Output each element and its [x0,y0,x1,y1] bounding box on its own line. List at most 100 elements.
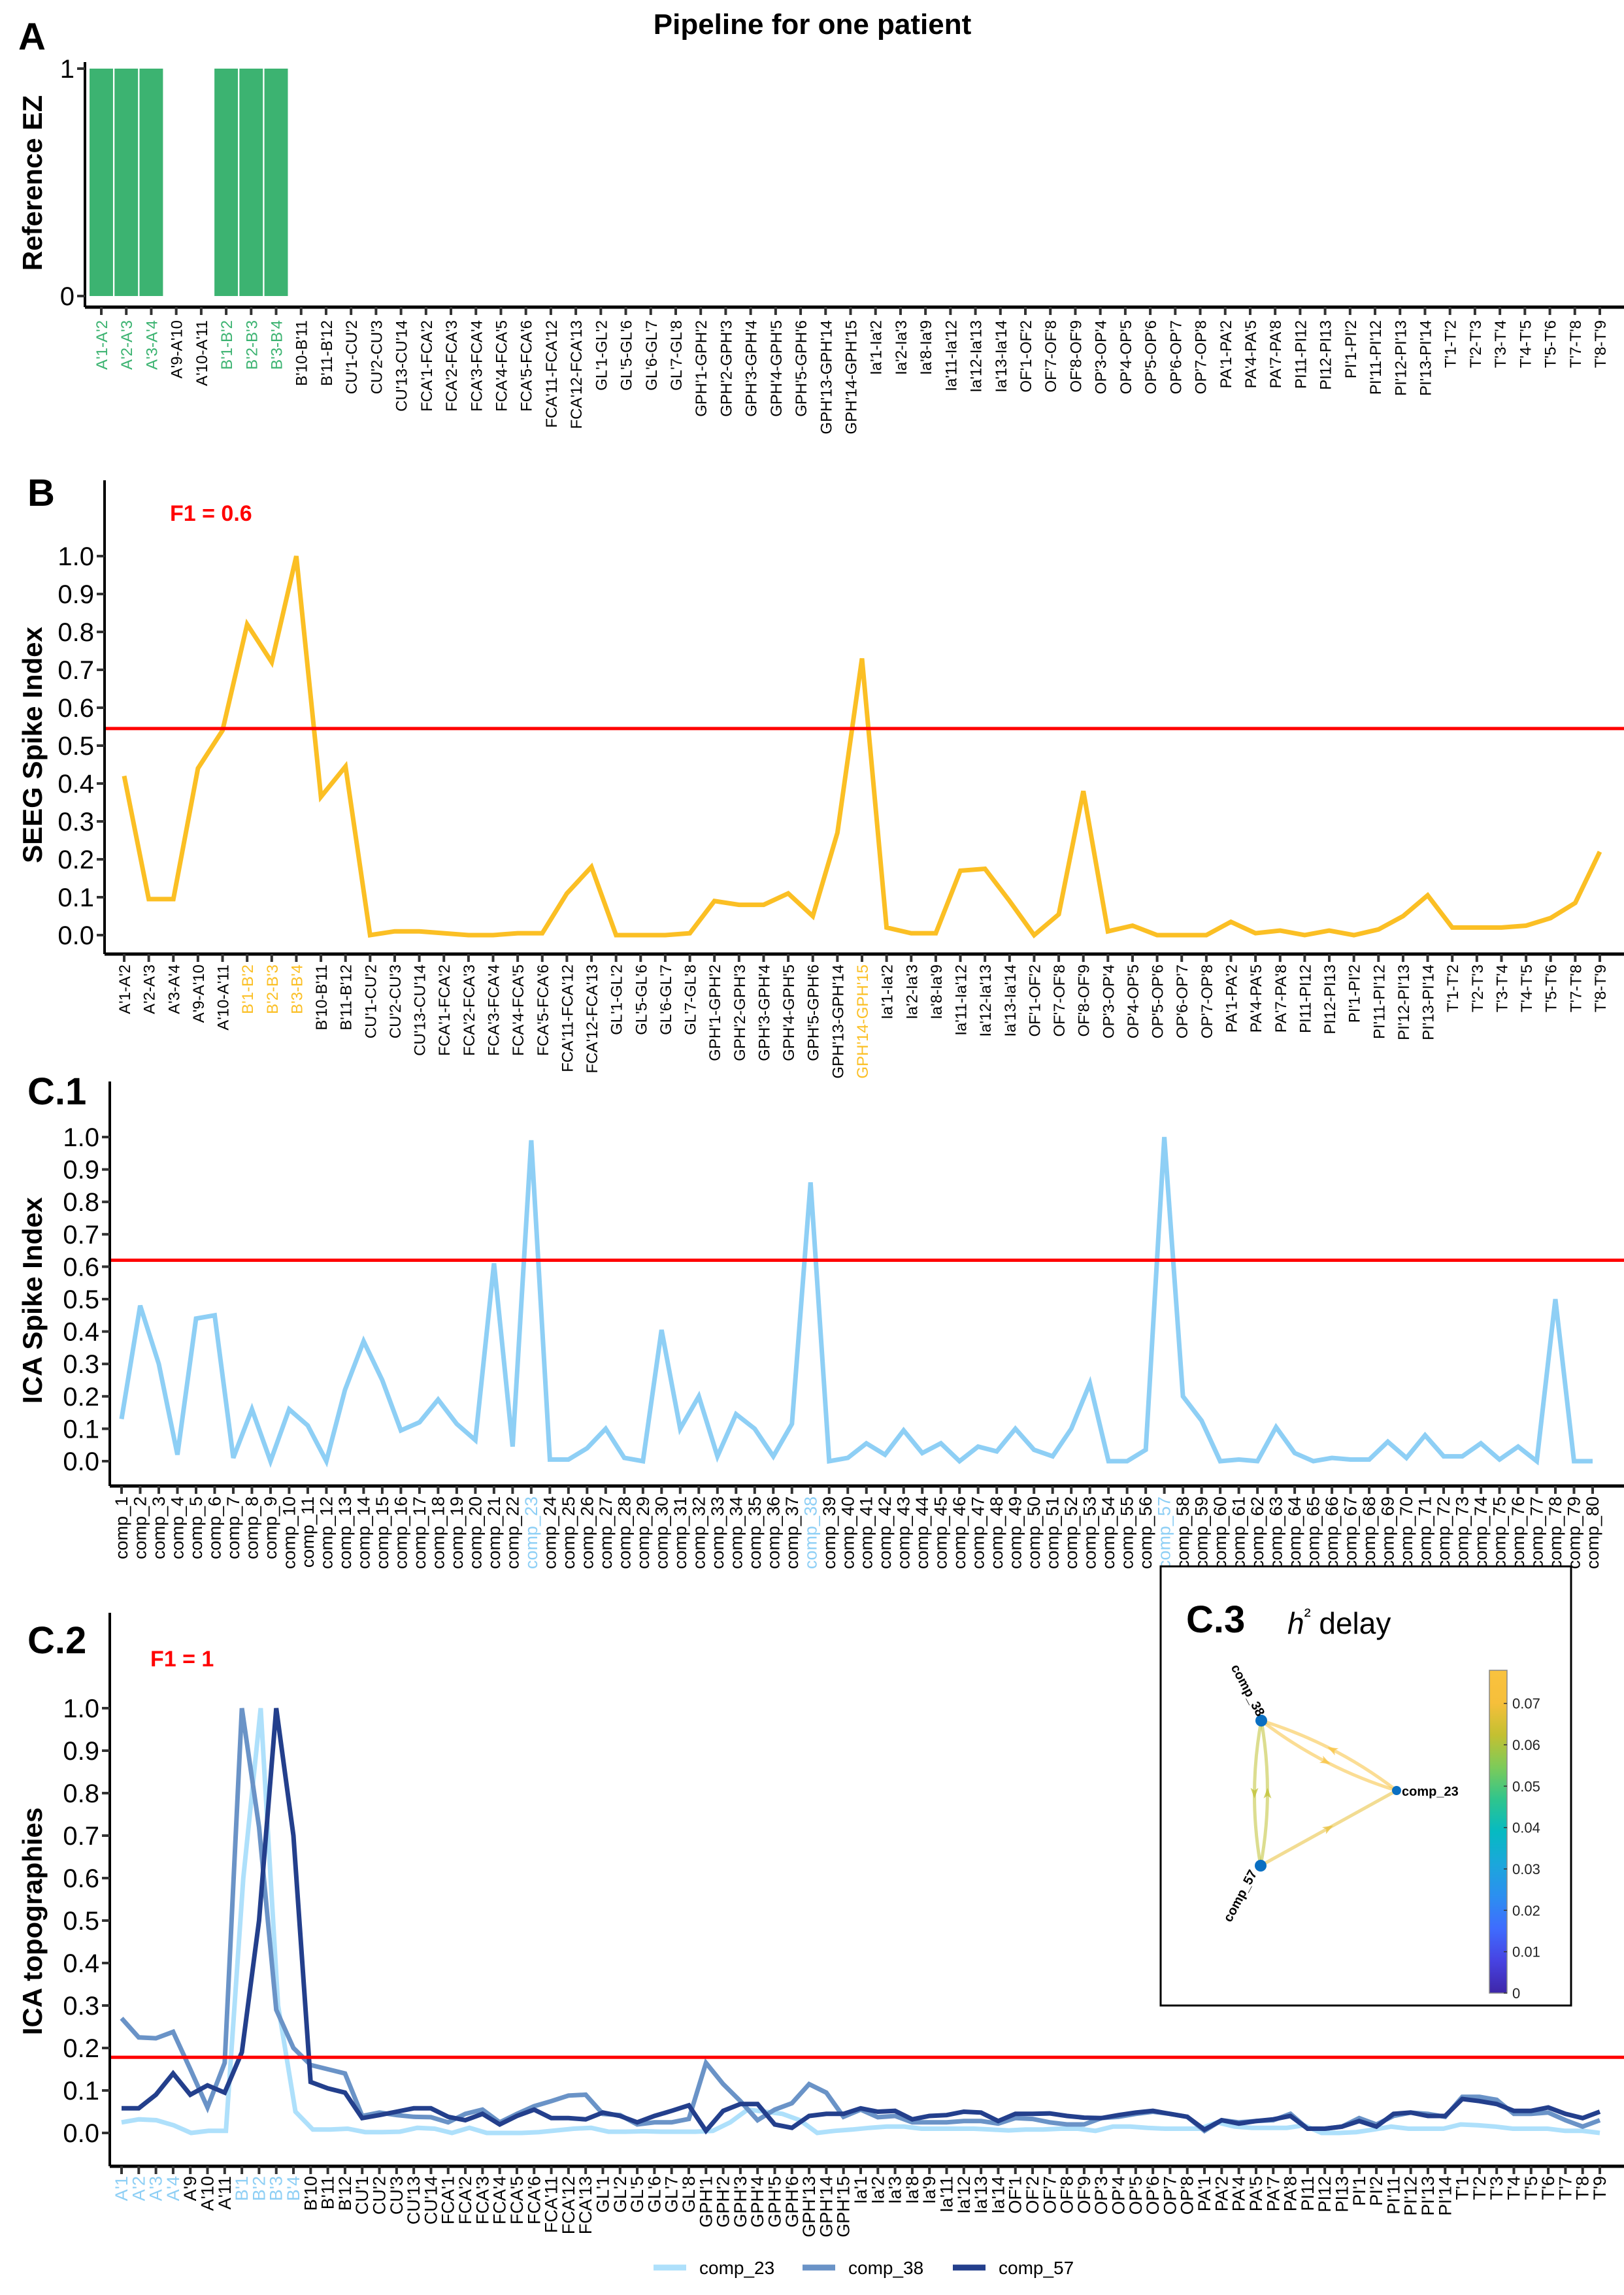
x-tick-label: FCA'11-FCA'12 [543,320,561,428]
x-tick-label: comp_17 [410,1496,429,1569]
x-tick-label: T'2-T'3 [1469,965,1487,1012]
x-tick-label: FCA'4 [490,2176,510,2224]
x-tick-label: comp_43 [894,1496,914,1569]
y-tick-label: 1.0 [63,1123,99,1152]
x-tick-label: PA'5 [1246,2176,1266,2211]
axes-b [97,480,1624,962]
x-tick-label: B'4 [284,2176,303,2201]
x-tick-label: GL'1 [593,2176,612,2213]
colorbar-tick-label: 0 [1512,1985,1520,2002]
x-tick-label: FCA'5-FCA'6 [535,965,552,1056]
x-tick-label: GL'6 [644,2176,664,2213]
x-tick-label: B'3 [267,2176,286,2201]
x-tick-label: FCA'3 [472,2176,492,2224]
y-tick-label: 0.9 [58,580,94,609]
y-axis-title-c2: ICA topographies [17,1808,48,2035]
x-tick-label: FCA'2-FCA'3 [461,965,478,1056]
x-tick-label: PI12-PI13 [1317,320,1335,390]
x-tick-label: OP'3-OP'4 [1100,965,1118,1038]
x-tick-label: PA'1-PA'2 [1223,965,1241,1032]
x-tick-label: T'3-T'4 [1493,965,1511,1012]
x-tick-label: Ia'8-Ia'9 [918,320,935,375]
x-tick-label: comp_40 [838,1496,857,1569]
x-tick-label: FCA'4-FCA'5 [510,965,527,1056]
x-tick-label: PI11-PI12 [1292,320,1310,389]
x-tick-label: A'1-A'2 [116,965,134,1014]
x-tick-label: OF'1 [1006,2176,1025,2214]
y-tick-label: 0.3 [63,1992,99,2021]
y-tick-label: 0.8 [58,618,94,647]
x-tick-label: comp_73 [1453,1496,1472,1569]
x-tick-label: FCA'5 [507,2176,527,2224]
x-tick-label: FCA'1-FCA'2 [418,320,436,412]
x-tick-label: comp_75 [1490,1496,1510,1569]
panel-b: B F1 = 0.6 SEEG Spike Index A'1-A'2 A'2-A… [17,472,1624,1079]
x-tick-label: comp_56 [1136,1496,1155,1569]
plot-c2 [111,1708,1624,2136]
edge-arrow-icon [1319,1755,1331,1764]
x-tick-label: GL'7-GL'8 [668,320,686,391]
x-tick-label: FCA'4-FCA'5 [493,320,510,412]
x-tick-label: comp_55 [1118,1496,1137,1569]
x-tick-label: T'1 [1453,2176,1472,2200]
x-tick-label: Ia'14 [988,2176,1008,2214]
x-tick-label: PI'12 [1401,2176,1421,2216]
y-tick-labels-b: 0.0 0.1 0.2 0.3 0.4 0.5 0.6 0.7 0.8 0.9 1.0 [58,542,94,950]
x-tick-label: GPH'15 [834,2176,853,2237]
x-tick-label: T'4-T'5 [1518,965,1536,1012]
legend-c2: comp_23 comp_38 comp_57 [654,2258,1074,2278]
x-tick-label: FCA'1-FCA'2 [436,965,454,1056]
y-tick-label: 0.7 [63,1822,99,1851]
panel-c1: C.1 ICA Spike Index comp_1comp_2comp_3co… [17,1070,1624,1569]
x-tick-label: OP'7-OP'8 [1193,320,1210,394]
x-tick-label: Ia'8 [903,2176,922,2204]
x-tick-label: B'3-B'4 [288,965,306,1014]
x-tick-label: comp_25 [559,1496,578,1569]
y-tick-label: 0.4 [63,1949,99,1978]
x-tick-label: A'9 [180,2176,200,2201]
x-tick-label: comp_13 [335,1496,355,1569]
colorbar-tick-label: 0.07 [1512,1696,1540,1712]
f1-score-b: F1 = 0.6 [170,501,252,526]
panel-label-c3: C.3 [1186,1598,1245,1641]
x-tick-label: comp_33 [708,1496,727,1569]
edge-arrow-icon [1327,1747,1339,1756]
x-tick-label: B'2-B'3 [264,965,282,1014]
x-tick-label: FCA'13 [576,2176,595,2234]
x-tick-label: comp_57 [1155,1496,1174,1569]
x-tick-label: A'3-A'4 [143,320,161,370]
y-tick-labels-a: 01 [60,55,75,311]
x-tick-label: B'10-B'11 [313,965,331,1031]
y-tick-label: 1 [60,55,75,84]
x-tick-label: FCA'3-FCA'4 [486,965,503,1056]
x-tick-label: PI13 [1332,2176,1351,2213]
x-tick-label: GL'2 [610,2176,630,2213]
y-tick-label: 0.9 [63,1737,99,1766]
y-tick-label: 0.0 [63,1447,99,1476]
bar [90,69,113,296]
x-tick-label: FCA'12-FCA'13 [584,965,601,1074]
x-tick-label: comp_78 [1546,1496,1565,1569]
x-tick-label: B'1-B'2 [239,965,257,1014]
x-tick-label: GPH'2 [714,2176,733,2228]
x-tick-label: T'7-T'8 [1567,965,1585,1012]
x-tick-label: GL'1-GL'2 [593,320,610,391]
x-tick-label: OP'5 [1126,2176,1146,2215]
x-tick-label: GPH'14-GPH'15 [843,320,861,435]
x-tick-label: T'4-T'5 [1517,320,1534,368]
x-tick-label: PA'7-PA'8 [1272,965,1290,1032]
y-tick-label: 0.2 [63,1383,99,1412]
x-tick-label: T'5-T'6 [1542,320,1560,368]
x-tick-label: comp_16 [391,1496,410,1569]
y-tick-label: 0.3 [58,808,94,836]
x-tick-label: CU'2-CU'3 [368,320,386,394]
x-tick-label: PA'4 [1229,2176,1249,2211]
x-tick-label: Ia'2-Ia'3 [893,320,910,375]
x-tick-label: comp_34 [726,1496,746,1569]
x-tick-label: OP'8 [1178,2176,1197,2215]
y-tick-label: 0.8 [63,1779,99,1808]
x-tick-label: CU'2-CU'3 [387,965,405,1038]
x-tick-label: comp_4 [167,1496,187,1559]
legend-label-comp_23: comp_23 [699,2258,774,2278]
